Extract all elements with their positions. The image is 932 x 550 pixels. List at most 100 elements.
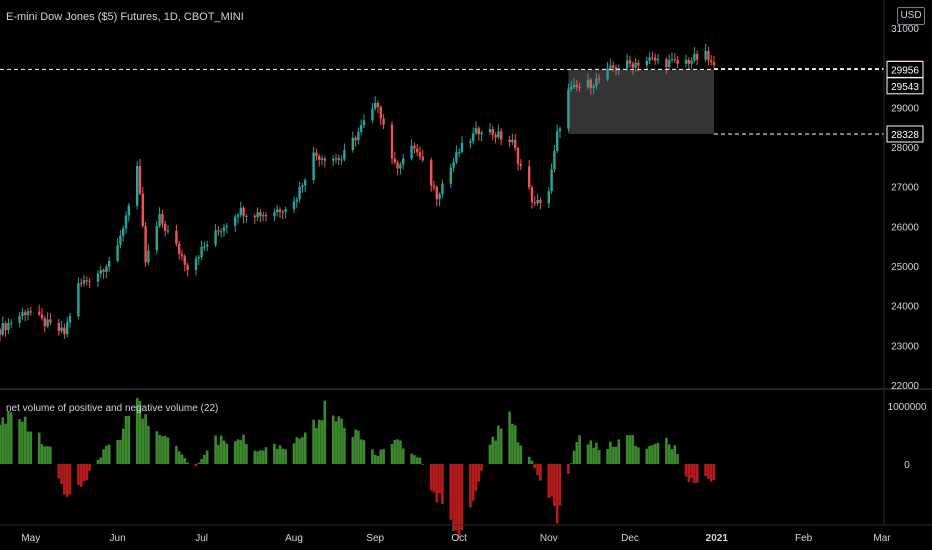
candle-body xyxy=(295,199,298,202)
volume-bar xyxy=(107,444,111,464)
candle-body xyxy=(360,125,363,132)
volume-bar xyxy=(233,441,237,464)
candle-body xyxy=(609,65,612,69)
candle-body xyxy=(547,191,550,204)
candle-body xyxy=(40,314,44,319)
volume-bar xyxy=(575,441,579,464)
volume-bar xyxy=(158,434,161,464)
candle-body xyxy=(183,256,186,265)
volume-bar xyxy=(222,440,226,464)
candle-body xyxy=(262,215,265,217)
candle-body xyxy=(239,207,242,215)
volume-bar xyxy=(693,464,696,484)
candle-body xyxy=(66,322,69,335)
candle-body xyxy=(0,329,2,335)
price-label: 29543 xyxy=(891,82,919,93)
candle-body xyxy=(96,273,100,282)
candle-body xyxy=(77,283,80,317)
volume-bar xyxy=(530,460,534,464)
volume-bar xyxy=(595,442,598,464)
volume-bar xyxy=(200,458,203,464)
volume-bar xyxy=(65,464,69,497)
candle-body xyxy=(276,209,279,213)
candle-body xyxy=(500,131,503,140)
volume-bar xyxy=(82,464,86,482)
volume-bar xyxy=(684,464,688,477)
candle-body xyxy=(164,223,167,231)
candle-body xyxy=(654,57,657,61)
volume-bar xyxy=(399,440,402,464)
candle-body xyxy=(197,257,200,259)
volume-bar xyxy=(704,464,707,477)
net-volume-bars xyxy=(0,398,716,538)
candle-body xyxy=(491,129,494,135)
candle-body xyxy=(418,152,422,157)
volume-bar xyxy=(625,435,629,464)
volume-bar xyxy=(648,445,651,464)
candle-body xyxy=(122,228,125,236)
volume-bar xyxy=(331,415,335,464)
candle-body xyxy=(668,60,671,68)
volume-bar xyxy=(18,419,21,464)
candle-body xyxy=(124,215,128,229)
volume-bar xyxy=(315,427,318,464)
candle-body xyxy=(220,231,223,233)
volume-bar xyxy=(527,456,531,464)
candle-body xyxy=(432,185,436,188)
volume-bar xyxy=(49,446,52,464)
volume-bar xyxy=(161,436,164,464)
candle-body xyxy=(301,185,304,187)
volume-bar xyxy=(214,435,217,464)
candle-body xyxy=(99,270,102,274)
candle-body xyxy=(222,227,226,232)
candle-body xyxy=(281,211,284,213)
volume-bar xyxy=(278,445,282,464)
volume-bar xyxy=(516,442,520,464)
candle-body xyxy=(626,60,629,69)
candle-body xyxy=(382,118,385,125)
volume-bar xyxy=(225,443,229,464)
candle-body xyxy=(595,78,598,87)
candle-body xyxy=(460,142,464,152)
volume-bar xyxy=(292,443,296,464)
volume-bar xyxy=(550,464,553,497)
volume-bar xyxy=(586,444,590,464)
candle-body xyxy=(690,60,693,64)
volume-bar xyxy=(351,437,355,464)
candle-body xyxy=(645,60,648,66)
candle-body xyxy=(147,250,150,263)
price-candles xyxy=(0,43,716,342)
volume-bar xyxy=(219,435,223,464)
zone-rect xyxy=(568,69,714,134)
volume-bar xyxy=(396,439,399,464)
candle-body xyxy=(477,128,480,135)
volume-bar xyxy=(60,464,63,485)
candle-body xyxy=(376,102,380,108)
candle-body xyxy=(497,131,500,138)
candle-body xyxy=(108,260,111,267)
candle-body xyxy=(665,59,668,68)
price-label: 28328 xyxy=(891,130,919,141)
volume-bar xyxy=(40,444,44,464)
volume-bar xyxy=(637,447,640,464)
volume-bar xyxy=(166,437,170,464)
volume-bar xyxy=(121,428,125,464)
volume-bar xyxy=(4,423,7,464)
candle-body xyxy=(217,230,220,232)
volume-bar xyxy=(438,464,441,494)
candle-body xyxy=(684,59,688,64)
volume-bar xyxy=(29,431,33,464)
volume-bar xyxy=(275,448,279,464)
volume-bar xyxy=(37,432,41,464)
volume-bar xyxy=(96,459,100,464)
candle-body xyxy=(416,148,419,153)
candle-body xyxy=(180,253,184,257)
currency-button[interactable]: USD xyxy=(897,7,925,25)
x-tick-label: Nov xyxy=(540,533,558,544)
volume-bar xyxy=(119,440,122,464)
volume-bar xyxy=(340,418,343,464)
candle-body xyxy=(80,283,83,285)
volume-bar xyxy=(217,444,220,464)
volume-bar xyxy=(9,412,13,464)
volume-bar xyxy=(567,464,570,475)
